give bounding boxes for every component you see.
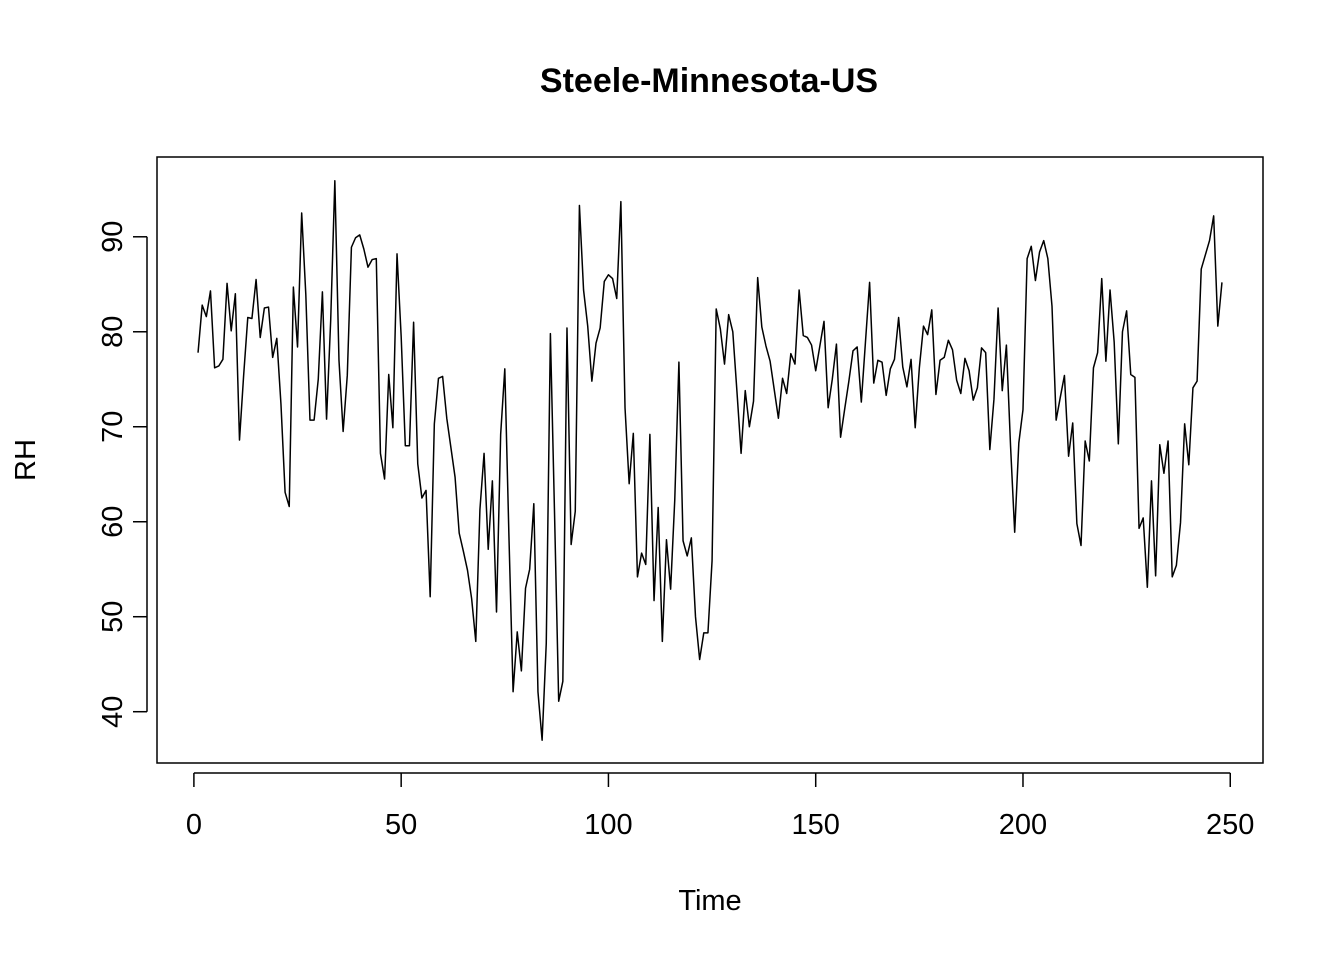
y-tick-label: 50 (97, 601, 129, 633)
x-tick-label: 50 (385, 809, 417, 841)
x-axis-label: Time (678, 885, 741, 917)
y-tick-label: 70 (97, 411, 129, 443)
x-tick-label: 0 (186, 809, 202, 841)
y-axis-label: RH (10, 439, 42, 481)
chart-title: Steele-Minnesota-US (540, 62, 878, 100)
x-tick-label: 200 (999, 809, 1047, 841)
x-tick-label: 250 (1206, 809, 1254, 841)
y-tick-label: 80 (97, 316, 129, 348)
y-tick-label: 60 (97, 506, 129, 538)
x-tick-label: 100 (584, 809, 632, 841)
x-tick-label: 150 (792, 809, 840, 841)
y-tick-label: 90 (97, 221, 129, 253)
y-tick-label: 40 (97, 696, 129, 728)
y-axis: 40 50 60 70 80 90 (97, 221, 148, 728)
plot-frame (156, 156, 1264, 764)
x-axis: 0 50 100 150 200 250 (186, 772, 1254, 841)
series-line-rh (197, 180, 1223, 741)
